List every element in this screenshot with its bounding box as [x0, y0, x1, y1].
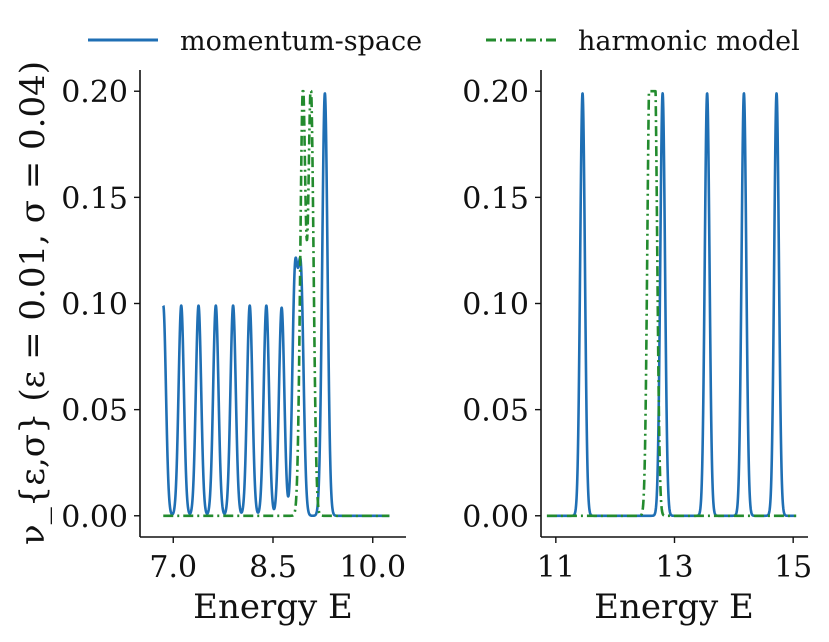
series-line-momentum-space	[545, 92, 798, 518]
series-line-momentum-space	[162, 92, 391, 518]
left-plot-lines	[162, 89, 391, 518]
x-tick-label: 15	[774, 550, 812, 585]
x-tick-label: 11	[537, 550, 575, 585]
right-y-ticks: 0.00 0.05 0.10 0.15 0.20	[462, 75, 541, 535]
y-tick-label: 0.00	[61, 500, 128, 535]
y-tick-label: 0.05	[61, 394, 128, 429]
y-axis-label: ν_{ε,σ} (ε = 0.01, σ = 0.04)	[13, 61, 53, 545]
right-panel: 0.00 0.05 0.10 0.15 0.20 11 13 15 Energy E	[462, 70, 812, 627]
y-tick-label: 0.20	[462, 75, 529, 110]
left-x-axis-label: Energy E	[193, 587, 353, 627]
right-x-axis-label: Energy E	[594, 587, 754, 627]
x-tick-label: 7.0	[149, 550, 197, 585]
series-line-harmonic-model	[162, 89, 391, 518]
y-tick-label: 0.10	[61, 288, 128, 323]
legend-label-harmonic-model: harmonic model	[578, 26, 800, 57]
y-tick-label: 0.15	[61, 181, 128, 216]
left-y-ticks: 0.00 0.05 0.10 0.15 0.20	[61, 75, 140, 535]
right-x-ticks: 11 13 15	[537, 537, 812, 585]
y-tick-label: 0.00	[462, 500, 529, 535]
left-x-ticks: 7.0 8.5 10.0	[149, 537, 406, 585]
y-tick-label: 0.15	[462, 181, 529, 216]
y-tick-label: 0.20	[61, 75, 128, 110]
x-tick-label: 10.0	[339, 550, 406, 585]
y-tick-label: 0.05	[462, 394, 529, 429]
x-tick-label: 8.5	[249, 550, 297, 585]
series-line-harmonic-model	[545, 89, 798, 518]
right-plot-lines	[545, 89, 798, 518]
x-tick-label: 13	[655, 550, 693, 585]
y-tick-label: 0.10	[462, 288, 529, 323]
legend: momentum-space harmonic model	[88, 26, 800, 57]
left-panel: 0.00 0.05 0.10 0.15 0.20 7.0 8.5 10.0 Energy E	[61, 70, 406, 627]
legend-label-momentum-space: momentum-space	[180, 26, 422, 57]
